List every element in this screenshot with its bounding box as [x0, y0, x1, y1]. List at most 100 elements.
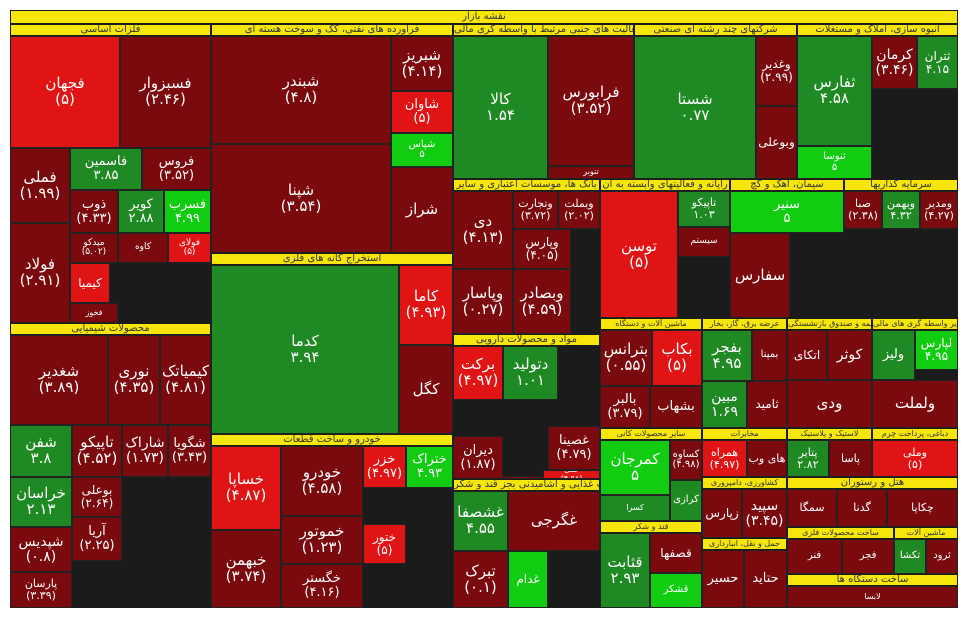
treemap-tile[interactable]: کساوه (۴.۹۸) [670, 440, 702, 480]
treemap-tile[interactable]: فسرب ۴.۹۹ [164, 190, 211, 233]
treemap-tile[interactable]: ومدیر (۴.۲۷) [920, 191, 958, 229]
treemap-tile[interactable]: ثامید [747, 381, 787, 428]
treemap-tile[interactable]: کاما (۴.۹۳) [399, 265, 453, 345]
treemap-tile[interactable]: تنوبر [548, 166, 634, 179]
treemap-tile[interactable]: کسرا [600, 495, 670, 521]
treemap-tile[interactable]: خراسان ۲.۱۳ [10, 477, 72, 527]
treemap-tile[interactable]: تبرک (۰.۱) [453, 551, 508, 608]
treemap-tile[interactable]: فخوز [70, 303, 118, 323]
treemap-tile[interactable]: خبهمن (۳.۷۴) [211, 530, 281, 608]
treemap-tile[interactable]: مبین ۱.۶۹ [702, 381, 747, 428]
treemap-tile[interactable]: فروس (۳.۵۲) [142, 148, 211, 190]
treemap-tile[interactable]: کاوه [118, 233, 168, 263]
treemap-tile[interactable]: وغدیر (۲.۹۹) [756, 36, 797, 106]
treemap-tile[interactable]: کوثر [827, 330, 872, 380]
treemap-tile[interactable]: شپاس ۵ [391, 133, 453, 167]
treemap-tile[interactable]: قثابت ۲.۹۳ [600, 533, 650, 608]
treemap-tile[interactable]: فاسمین ۳.۸۵ [70, 148, 142, 190]
treemap-tile[interactable]: کیمیا [70, 263, 110, 303]
treemap-tile[interactable]: ثتران ۴.۱۵ [917, 36, 958, 89]
treemap-tile[interactable]: بشهاب [650, 386, 702, 428]
treemap-tile[interactable]: لپارس ۴.۹۵ [915, 330, 958, 370]
treemap-tile[interactable]: کویر ۲.۸۸ [118, 190, 164, 233]
treemap-tile[interactable]: وپارس (۴.۰۵) [513, 229, 571, 269]
treemap-tile[interactable]: سفارس [730, 233, 790, 318]
treemap-tile[interactable]: بترانس (۰.۵۵) [600, 330, 652, 386]
treemap-tile[interactable]: زپارس [702, 489, 742, 538]
treemap-tile[interactable]: بکاب (۵) [652, 330, 702, 386]
treemap-tile[interactable]: غصینا (۴.۷۹) [548, 426, 600, 470]
treemap-tile[interactable]: فسبزوار (۲.۴۶) [120, 36, 211, 148]
treemap-tile[interactable]: غشصفا ۴.۵۵ [453, 491, 508, 551]
treemap-tile[interactable]: شاوان (۵) [391, 91, 453, 133]
treemap-tile[interactable]: شاراک (۱.۷۳) [122, 425, 168, 477]
treemap-tile[interactable]: شپنا (۳.۵۴) [211, 144, 391, 253]
treemap-tile[interactable]: فرابورس (۳.۵۲) [548, 36, 634, 166]
treemap-tile[interactable]: ولیز [872, 330, 915, 380]
treemap-tile[interactable]: حسیر [702, 550, 744, 608]
treemap-tile[interactable]: بالبر (۳.۷۹) [600, 386, 650, 428]
treemap-tile[interactable]: سیستم [678, 227, 730, 257]
treemap-tile[interactable]: بوعلی (۲.۶۴) [72, 477, 122, 517]
treemap-tile[interactable]: غگل(۴.۹۸) [543, 470, 600, 479]
treemap-tile[interactable]: ختراک ۴.۹۳ [406, 446, 453, 488]
treemap-tile[interactable]: ثفارس ۴.۵۸ [797, 36, 872, 146]
treemap-tile[interactable]: ودی [787, 380, 872, 428]
treemap-tile[interactable]: شغدیر (۳.۸۹) [10, 335, 108, 425]
treemap-tile[interactable]: کیمیاتک (۴.۸۱) [160, 335, 211, 425]
treemap-tile[interactable]: فجر [842, 539, 894, 574]
treemap-tile[interactable]: حتاید [744, 550, 787, 608]
treemap-tile[interactable]: شبریز (۴.۱۴) [391, 36, 453, 91]
treemap-tile[interactable]: فملی (۱.۹۹) [10, 148, 70, 223]
treemap-tile[interactable]: کالا ۱.۵۴ [453, 36, 548, 179]
treemap-tile[interactable]: کرمان (۳.۴۶) [872, 36, 917, 89]
treemap-tile[interactable]: وبصادر (۴.۵۹) [513, 269, 571, 334]
treemap-tile[interactable]: لابسا [787, 586, 958, 608]
treemap-tile[interactable]: خموتور (۱.۲۳) [281, 516, 363, 564]
treemap-tile[interactable]: وملی (۵) [872, 440, 958, 477]
treemap-tile[interactable]: شستا ۰.۷۷ [634, 36, 756, 179]
treemap-tile[interactable]: فنر [787, 539, 842, 574]
treemap-tile[interactable]: غزر(۴.۸۹) [503, 476, 543, 479]
treemap-tile[interactable]: شبندر (۴.۸) [211, 36, 391, 144]
treemap-tile[interactable]: آریا (۲.۲۵) [72, 517, 122, 561]
treemap-tile[interactable]: همراه (۴.۹۷) [702, 440, 747, 477]
treemap-tile[interactable]: وبملت (۲.۰۲) [558, 191, 600, 229]
treemap-tile[interactable]: غدام [508, 551, 548, 608]
treemap-tile[interactable]: شراز [391, 167, 453, 253]
treemap-tile[interactable]: تاپیکو (۴.۵۲) [72, 425, 122, 477]
treemap-tile[interactable]: کدما ۳.۹۴ [211, 265, 399, 434]
treemap-tile[interactable]: فجهان (۵) [10, 36, 120, 148]
treemap-tile[interactable]: کگل [399, 345, 453, 434]
treemap-tile[interactable]: خودرو (۴.۵۸) [281, 446, 363, 516]
treemap-tile[interactable]: ولملت [872, 380, 958, 428]
treemap-tile[interactable]: کمرجان ۵ [600, 440, 670, 495]
treemap-tile[interactable]: بفجر ۴.۹۵ [702, 330, 752, 381]
treemap-tile[interactable]: اتکای [787, 330, 827, 380]
treemap-tile[interactable]: صبا (۲.۳۸) [844, 191, 882, 229]
treemap-tile[interactable]: برکت (۴.۹۷) [453, 346, 503, 400]
treemap-tile[interactable]: سنیر ۵ [730, 191, 844, 233]
treemap-tile[interactable]: شپدیس (۰.۸) [10, 527, 72, 572]
treemap-tile[interactable]: دیران (۱.۸۷) [453, 436, 503, 479]
treemap-tile[interactable]: چکاپا [887, 489, 958, 527]
treemap-tile[interactable]: غگرجی [508, 491, 600, 551]
treemap-tile[interactable]: قشکر [650, 573, 702, 608]
treemap-tile[interactable]: وتجارت (۳.۷۲) [513, 191, 558, 229]
treemap-tile[interactable]: سپید (۳.۴۵) [742, 489, 787, 538]
treemap-tile[interactable]: کرازی [670, 480, 702, 521]
treemap-tile[interactable]: وبهمن ۴.۳۲ [882, 191, 920, 229]
treemap-tile[interactable]: میدکو (۵.۰۲) [70, 233, 118, 263]
treemap-tile[interactable]: تکشا [894, 539, 926, 574]
treemap-tile[interactable]: شگویا (۳.۴۳) [168, 425, 211, 477]
treemap-tile[interactable]: نوری (۴.۳۵) [108, 335, 160, 425]
treemap-tile[interactable]: قصفها [650, 533, 702, 573]
treemap-tile[interactable]: فولاد (۲.۹۱) [10, 223, 70, 323]
treemap-tile[interactable]: خساپا (۴.۸۷) [211, 446, 281, 530]
treemap-tile[interactable]: بمپنا [752, 330, 787, 381]
treemap-tile[interactable]: گدنا [837, 489, 887, 527]
treemap-tile[interactable]: ذوب (۴.۳۳) [70, 190, 118, 233]
treemap-tile[interactable]: پتایر ۲.۸۲ [787, 440, 829, 477]
treemap-tile[interactable]: وبوعلی [756, 106, 797, 179]
treemap-tile[interactable]: توسن (۵) [600, 191, 678, 318]
